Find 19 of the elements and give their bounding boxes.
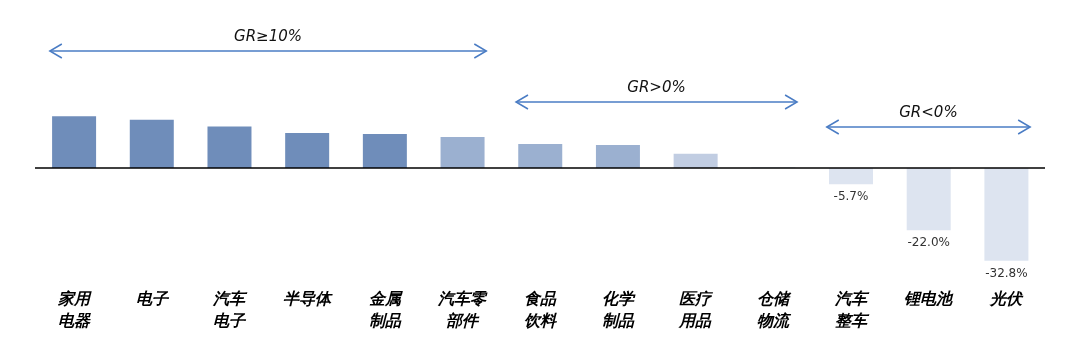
data-label: -5.7%	[833, 189, 869, 204]
x-tick-label: 半导体	[282, 289, 333, 308]
x-tick-label: 锂电池	[904, 289, 955, 308]
x-tick-label: 汽车零部件	[437, 289, 489, 330]
annotation: GR<0%	[899, 103, 958, 121]
text: GR≥10%	[234, 27, 303, 45]
data-label: -22.0%	[907, 235, 950, 250]
x-tick-label: 仓储物流	[757, 289, 793, 330]
x-tick-label: 家用电器	[56, 289, 92, 330]
x-tick-label: 金属制品	[368, 289, 403, 330]
x-tick-label: 汽车电子	[212, 289, 249, 330]
x-tick-label: 食品饮料	[524, 289, 557, 330]
x-tick-label: 电子	[135, 289, 170, 308]
x-tick-label: 医疗用品	[678, 289, 715, 330]
x-tick-label: 化学制品	[601, 289, 636, 330]
text: GR>0%	[627, 78, 686, 96]
x-tick-label: 汽车整车	[833, 289, 870, 330]
x-tick-label: 光伏	[989, 289, 1025, 308]
data-label: -32.8%	[985, 265, 1028, 280]
